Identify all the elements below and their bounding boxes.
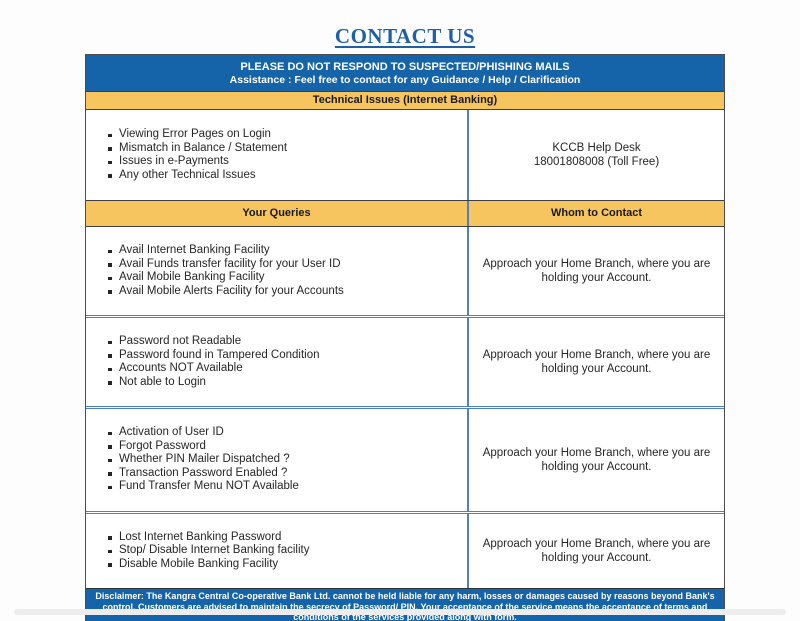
bullet-item: Stop/ Disable Internet Banking facility [108,544,310,558]
bullet-item: Not able to Login [108,376,320,390]
contact-cell: Approach your Home Branch, where you are… [469,409,724,511]
bullet-item: Accounts NOT Available [108,362,320,376]
contact-cell-text: Approach your Home Branch, where you are… [482,537,711,564]
contact-table: PLEASE DO NOT RESPOND TO SUSPECTED/PHISH… [85,54,725,621]
bullet-item: Issues in e-Payments [108,155,287,169]
query-list: Avail Internet Banking Facility Avail Fun… [86,227,352,315]
query-row: Avail Internet Banking Facility Avail Fun… [86,227,724,315]
banner-line-2: Assistance : Feel free to contact for an… [229,74,581,86]
phishing-warning-banner: PLEASE DO NOT RESPOND TO SUSPECTED/PHISH… [86,55,724,91]
bullet-item: Avail Mobile Alerts Facility for your Ac… [108,285,344,299]
bullet-item: Password found in Tampered Condition [108,349,320,363]
page-bottom-shadow [14,609,786,615]
helpdesk-name: KCCB Help Desk [552,142,641,154]
content-wrap: CONTACT US PLEASE DO NOT RESPOND TO SUSP… [85,24,725,621]
helpdesk-contact-cell: KCCB Help Desk 18001808008 (Toll Free) [469,110,724,200]
bullet-item: Any other Technical Issues [108,169,287,183]
technical-issues-header: Technical Issues (Internet Banking) [86,91,724,110]
bullet-item: Avail Mobile Banking Facility [108,271,344,285]
contact-cell-text: Approach your Home Branch, where you are… [482,349,711,375]
whom-to-contact-header: Whom to Contact [550,207,643,219]
bullet-item: Lost Internet Banking Password [108,531,310,545]
query-row: Lost Internet Banking Password Stop/ Disa… [86,510,724,589]
contact-cell: Approach your Home Branch, where you are… [469,514,724,589]
bullet-item: Viewing Error Pages on Login [108,128,287,142]
page-title: CONTACT US [334,24,476,48]
queries-cell: Activation of User ID Forgot Password Whet… [86,409,469,511]
contact-cell-text: Approach your Home Branch, where you are… [482,446,711,473]
your-queries-header: Your Queries [86,201,469,226]
bullet-item: Disable Mobile Banking Facility [108,558,310,572]
bullet-item: Whether PIN Mailer Dispatched ? [108,453,299,467]
contact-cell: Approach your Home Branch, where you are… [469,318,724,406]
technical-issues-row: Viewing Error Pages on Login Mismatch in … [86,110,724,200]
bullet-item: Activation of User ID [108,426,299,440]
bullet-item: Transaction Password Enabled ? [108,467,299,481]
query-rows: Avail Internet Banking Facility Avail Fun… [86,227,724,588]
bullet-item: Avail Funds transfer facility for your U… [108,258,344,272]
bullet-item: Avail Internet Banking Facility [108,244,344,258]
query-row: Password not Readable Password found in T… [86,315,724,406]
queries-header-row: Your Queries Whom to Contact [86,200,724,227]
queries-cell: Avail Internet Banking Facility Avail Fun… [86,227,469,315]
disclaimer-bar: Disclaimer: The Kangra Central Co-operat… [86,588,724,621]
contact-cell-text: Approach your Home Branch, where you are… [482,258,711,284]
contact-cell: Approach your Home Branch, where you are… [469,227,724,315]
bullet-item: Mismatch in Balance / Statement [108,142,287,156]
query-list: Lost Internet Banking Password Stop/ Disa… [86,514,318,589]
bullet-item: Forgot Password [108,440,299,454]
bullet-item: Fund Transfer Menu NOT Available [108,480,299,494]
technical-issues-cell: Viewing Error Pages on Login Mismatch in … [86,110,469,200]
banner-line-1: PLEASE DO NOT RESPOND TO SUSPECTED/PHISH… [240,61,570,73]
technical-issues-list: Viewing Error Pages on Login Mismatch in … [86,111,295,199]
queries-cell: Lost Internet Banking Password Stop/ Disa… [86,513,469,589]
helpdesk-phone: 18001808008 (Toll Free) [533,156,660,168]
query-row: Activation of User ID Forgot Password Whet… [86,406,724,511]
query-list: Password not Readable Password found in T… [86,318,328,406]
query-list: Activation of User ID Forgot Password Whet… [86,409,307,511]
queries-cell: Password not Readable Password found in T… [86,318,469,406]
bullet-item: Password not Readable [108,335,320,349]
